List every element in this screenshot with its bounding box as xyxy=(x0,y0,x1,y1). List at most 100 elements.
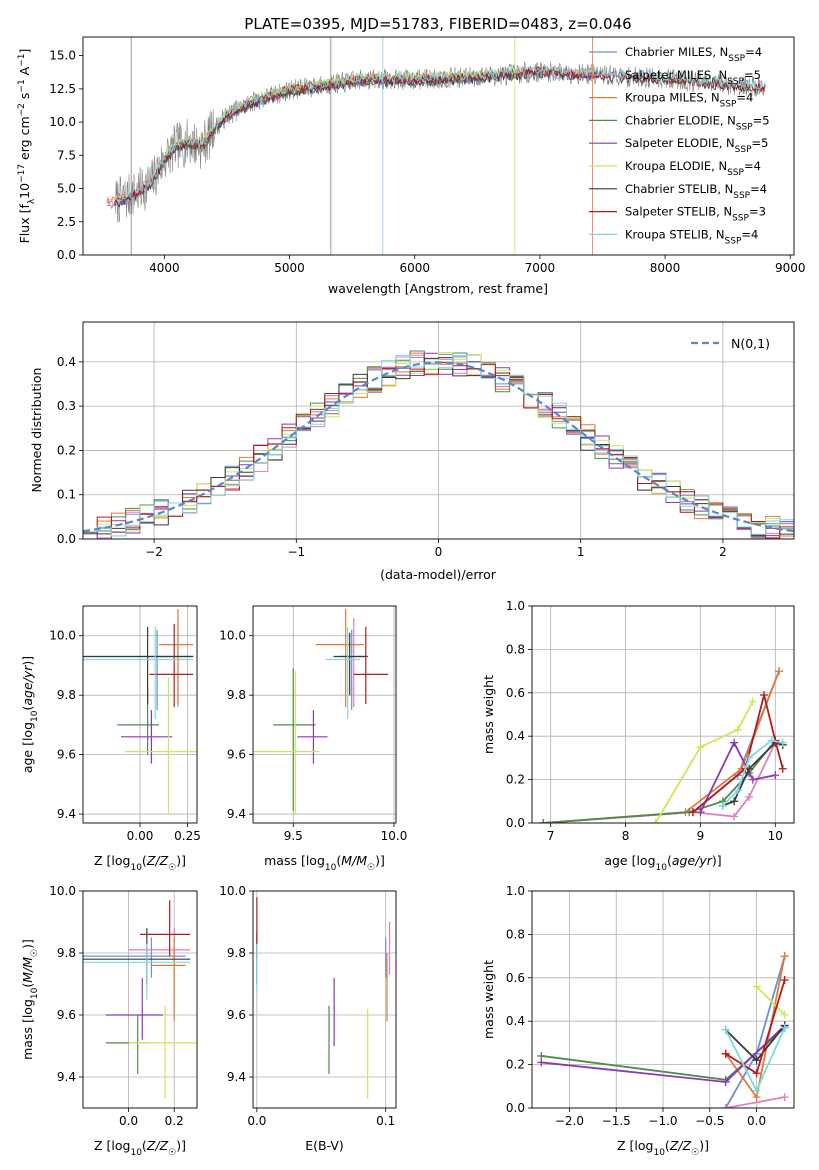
label-part: ( xyxy=(20,706,35,711)
label-part: 10 xyxy=(30,710,40,722)
plus-marker xyxy=(688,808,697,817)
label-part: =5 xyxy=(752,136,769,150)
axes-frame xyxy=(82,890,198,1109)
x-tick-label: 0.25 xyxy=(174,829,201,843)
mass-weight-line xyxy=(725,1096,785,1108)
y-tick-label: 9.4 xyxy=(227,1070,246,1084)
legend-label: Chabrier ELODIE, NSSP=5 xyxy=(625,113,770,132)
x-axis-label: age [log10(age/yr)] xyxy=(604,853,721,873)
axes-spectrum: 4000 5000 6000 7000 8000 9000 0.0 2.5 5.0 7.5 10.0… xyxy=(17,36,806,296)
normal-curve xyxy=(83,361,794,533)
label-part: )] xyxy=(375,853,385,868)
x-axis-label: Z [log10(Z/Z☉)] xyxy=(94,853,186,873)
axes-frame xyxy=(82,36,795,256)
plus-marker xyxy=(760,690,769,699)
y-tick-label: 9.4 xyxy=(57,807,76,821)
y-tick-label: 0.2 xyxy=(506,773,525,787)
label-part: M/M xyxy=(20,957,35,983)
plus-marker xyxy=(748,697,757,706)
label-part: Chabrier ELODIE, N xyxy=(625,113,736,127)
x-tick-label: 7 xyxy=(547,829,555,843)
plots-layer: 4000 5000 6000 7000 8000 90000.02.55.07.510.0… xyxy=(17,36,806,1158)
y-tick-label: 9.6 xyxy=(57,748,76,762)
label-part: mass [log xyxy=(20,999,35,1060)
label-part: 10 xyxy=(30,987,40,999)
label-part: Flux [f xyxy=(17,204,32,244)
model-spectrum-line xyxy=(113,64,766,202)
plus-marker xyxy=(721,1049,730,1058)
y-axis-label: Normed distribution xyxy=(29,368,44,493)
x-tick-label: 0.0 xyxy=(119,1114,138,1128)
plus-marker xyxy=(745,753,754,762)
legend-label: Salpeter ELODIE, NSSP=5 xyxy=(625,136,768,155)
y-tick-label: 0.3 xyxy=(57,399,76,413)
y-tick-label: 9.8 xyxy=(227,688,246,702)
y-tick-label: 0.4 xyxy=(57,355,76,369)
axes-frame xyxy=(82,605,198,824)
plus-marker xyxy=(752,1056,761,1065)
x-tick-label: 0.1 xyxy=(376,1114,395,1128)
plus-marker xyxy=(771,771,780,780)
x-tick-label: 0.0 xyxy=(247,1114,266,1128)
label-part: )] xyxy=(176,1138,186,1153)
y-tick-label: 9.8 xyxy=(57,946,76,960)
y-tick-label: 0.6 xyxy=(506,971,525,985)
y-tick-label: 10.0 xyxy=(49,115,76,129)
label-part: Kroupa STELIB, N xyxy=(625,227,725,241)
legend-label: Chabrier MILES, NSSP=4 xyxy=(625,45,762,64)
plot-area xyxy=(83,350,794,539)
label-part: SSP xyxy=(727,168,744,178)
label-part: Salpeter ELODIE, N xyxy=(625,136,735,150)
y-axis-label: mass [log10(M/M☉)] xyxy=(20,939,40,1060)
y-tick-label: 9.6 xyxy=(57,1008,76,1022)
figure-title: PLATE=0395, MJD=51783, FIBERID=0483, z=0… xyxy=(244,15,631,33)
plus-marker xyxy=(752,1086,761,1095)
plus-marker xyxy=(775,667,784,676)
y-tick-label: 9.4 xyxy=(57,1070,76,1084)
y-tick-label: 1.0 xyxy=(506,599,525,613)
plus-marker xyxy=(752,1069,761,1078)
label-part: ☉ xyxy=(691,1148,699,1158)
plus-marker xyxy=(696,808,705,817)
label-part: ( xyxy=(20,983,35,988)
label-part: =4 xyxy=(736,91,753,105)
label-part: −1 xyxy=(17,54,27,67)
plus-marker xyxy=(745,792,754,801)
label-part: )] xyxy=(20,939,35,949)
axes-frame xyxy=(252,605,397,824)
label-part: 10 xyxy=(17,183,32,199)
y-tick-label: 10.0 xyxy=(49,629,76,643)
label-part: Z [log xyxy=(617,1138,653,1153)
x-tick-label: −2 xyxy=(145,545,163,559)
x-tick-label: 2 xyxy=(719,545,727,559)
mass-weight-line xyxy=(654,701,754,823)
plus-marker xyxy=(767,736,776,745)
label-part: ( xyxy=(142,853,147,868)
x-axis-label: mass [log10(M/M☉)] xyxy=(264,853,385,873)
x-tick-label: −0.5 xyxy=(695,1114,724,1128)
plus-marker xyxy=(721,1025,730,1034)
x-tick-label: 0 xyxy=(435,545,443,559)
y-axis-label: mass weight xyxy=(481,960,496,1039)
y-tick-label: 12.5 xyxy=(49,82,76,96)
plus-marker xyxy=(539,819,548,823)
label-part: M/M xyxy=(341,853,367,868)
label-part: SSP xyxy=(725,236,742,246)
axes-residuals: −2 −1 0 1 2 0.0 0.1 0.2 0.3 0.4 N(0,1) (data-model)… xyxy=(29,321,795,582)
label-part: 10 xyxy=(130,1148,142,1158)
label-part: SSP xyxy=(727,77,744,87)
label-part: age/yr xyxy=(672,853,713,868)
label-part: Z/Z xyxy=(146,1138,169,1153)
x-axis-label: E(B-V) xyxy=(305,1138,344,1153)
label-part: A xyxy=(17,66,32,79)
axes-mass-vs-Z: 0.0 0.29.49.69.810.0Z [log10(Z/Z☉)]mass [… xyxy=(20,884,198,1158)
label-part: Z [log xyxy=(94,1138,130,1153)
x-tick-label: 10.0 xyxy=(381,829,408,843)
x-tick-label: −1.0 xyxy=(648,1114,677,1128)
label-part: ( xyxy=(142,1138,147,1153)
plot-area xyxy=(106,37,766,255)
label-part: −17 xyxy=(17,164,27,183)
y-tick-label: 0.0 xyxy=(57,248,76,262)
x-tick-label: 9000 xyxy=(775,261,806,275)
label-part: Salpeter MILES, N xyxy=(625,68,727,82)
